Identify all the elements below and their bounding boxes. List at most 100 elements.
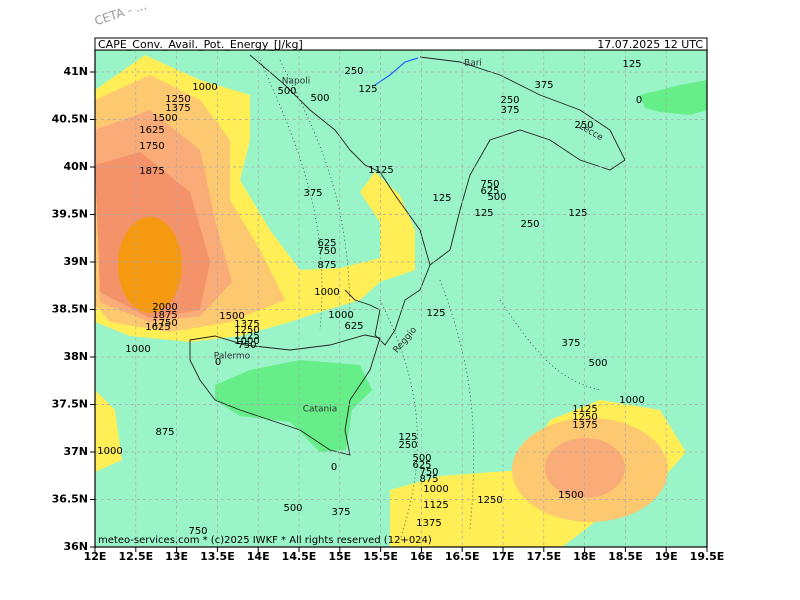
lon-tick-label: 18.5E [608,550,643,563]
contour-label: 1250 [572,412,597,423]
river [374,57,419,86]
contour-label: 125 [474,208,493,219]
contour-label: 0 [636,95,642,106]
contour-label: 1250 [477,495,502,506]
contour-label: 500 [588,358,607,369]
place-label: Catania [303,405,338,415]
lat-tick-label: 37.5N [52,398,88,411]
lon-tick-label: 15.5E [363,550,398,563]
contour-label: 500 [310,93,329,104]
lon-tick-label: 19E [655,550,678,563]
lat-tick-label: 38.5N [52,303,88,316]
contour-label: 1000 [619,395,644,406]
contour-label: 1875 [139,166,164,177]
contour-label: 250 [574,120,593,131]
contour-label: 500 [412,453,431,464]
watermark: CETA - ... [93,0,149,28]
contour-label: 1375 [572,420,597,431]
contour-label: 375 [561,338,580,349]
contour-label: 1625 [145,322,170,333]
valid-time: 17.07.2025 12 UTC [597,38,703,51]
lat-tick-label: 39N [63,255,88,268]
contour-label: 1625 [139,125,164,136]
lat-tick-label: 40.5N [52,113,88,126]
contour-label: 125 [358,84,377,95]
contour-label: 1375 [416,518,441,529]
lon-tick-label: 13E [165,550,188,563]
contour-label: 1000 [423,484,448,495]
contour-label: 2000 [152,302,177,313]
contour-label: 125 [432,193,451,204]
contour-label: 250 [500,95,519,106]
contour-label: 250 [520,219,539,230]
lon-tick-label: 14E [247,550,270,563]
lon-tick-label: 14.5E [282,550,317,563]
axis-ticks: 41N 40.5N 40N 39.5N 39N 38.5N 38N 37.5N 37N 36.5N… [52,65,725,563]
cape-zone [545,438,625,498]
lon-tick-label: 13.5E [200,550,235,563]
place-label: Palermo [214,352,251,362]
contour-label: 1375 [165,103,190,114]
low-cape-zone [640,80,707,115]
contour-label: 1125 [423,500,448,511]
contour-label: 1000 [328,310,353,321]
contour-label: 750 [237,340,256,351]
footer: meteo-services.com * (c)2025 IWKF * All … [98,535,432,546]
lon-tick-label: 17E [492,550,515,563]
contour-label: 1875 [152,310,177,321]
contour-labels: 1000125013751500162517501875200018751750… [97,59,644,537]
contour-label: 125 [568,208,587,219]
lat-tick-label: 36N [63,540,88,553]
contour-label: 1000 [125,344,150,355]
contour-label: 0 [215,357,221,368]
lon-tick-label: 17.5E [526,550,561,563]
cape-zone [118,217,182,313]
lon-tick-label: 12.5E [118,550,153,563]
contour-label: 750 [188,526,207,537]
lat-tick-label: 41N [63,65,88,78]
lat-tick-label: 38N [63,350,88,363]
contour-label: 375 [303,188,322,199]
contour-label: 625 [480,186,499,197]
contour-label: 1500 [558,490,583,501]
lon-tick-label: 19.5E [690,550,725,563]
contour-label: 1000 [97,446,122,457]
contour-label: 1750 [139,141,164,152]
contour-label: 1500 [219,311,244,322]
contour-label: 625 [344,321,363,332]
contour-label: 250 [344,66,363,77]
contour-label: 500 [277,86,296,97]
contour-label: 1125 [368,165,393,176]
contour-label: 750 [480,179,499,190]
plot-area: 1000125013751500162517501875200018751750… [95,50,707,547]
contour-label: 1250 [234,325,259,336]
contour-label: 1000 [314,287,339,298]
contour-label: 375 [331,507,350,518]
contour-label: 1000 [192,82,217,93]
contour-label: 1250 [165,94,190,105]
lat-tick-label: 39.5N [52,208,88,221]
cape-zone [95,390,122,472]
contour-label: 500 [487,192,506,203]
contour-label: 875 [317,260,336,271]
lon-tick-label: 16E [410,550,433,563]
lat-tick-label: 36.5N [52,493,88,506]
contour-label: 750 [317,246,336,257]
contour-line [259,59,601,541]
lat-tick-label: 40N [63,160,88,173]
lon-tick-label: 16.5E [445,550,480,563]
contour-label: 1125 [572,404,597,415]
header-title: CAPE_Conv._Avail._Pot._Energy_[J/kg] [98,38,303,51]
contour-label: 1750 [152,318,177,329]
contour-label: 250 [398,440,417,451]
contour-label: 0 [331,462,337,473]
contour-label: 875 [155,427,174,438]
lon-tick-label: 15E [328,550,351,563]
contour-label: 750 [419,467,438,478]
lon-tick-label: 12E [84,550,107,563]
lat-tick-label: 37N [63,445,88,458]
place-label: Napoli [282,77,310,87]
coastline [249,54,626,346]
header-box [94,37,708,51]
contour-label: 625 [412,460,431,471]
